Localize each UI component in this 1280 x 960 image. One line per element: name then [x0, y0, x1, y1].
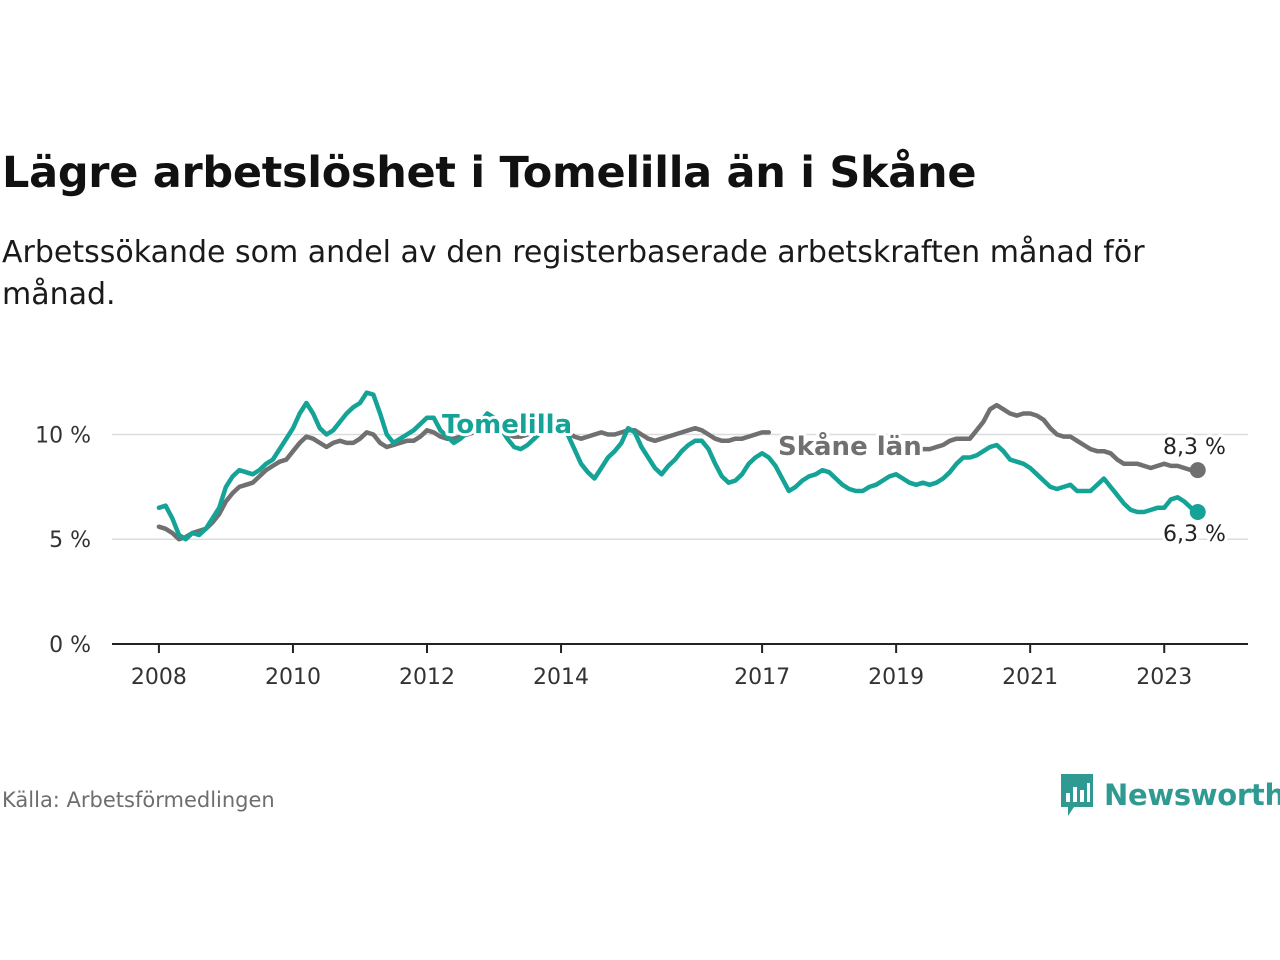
- newsworthy-logo: Newsworthy: [1058, 772, 1280, 818]
- x-tick-label: 2021: [1002, 665, 1058, 690]
- series-labels: Tomelilla Skåne län 8,3 % 6,3 %: [439, 407, 1229, 550]
- newsworthy-logo-icon: [1061, 774, 1093, 816]
- newsworthy-logo-text: Newsworthy: [1104, 778, 1280, 812]
- y-tick-label: 0 %: [49, 633, 91, 658]
- tomelilla-series-label: Tomelilla: [442, 410, 572, 440]
- tomelilla-end-marker: [1189, 504, 1206, 520]
- y-tick-label: 10 %: [35, 423, 91, 448]
- skane-end-value-label: 8,3 %: [1163, 435, 1226, 460]
- skane-end-marker: [1189, 462, 1206, 479]
- source-note: Källa: Arbetsförmedlingen: [2, 788, 275, 812]
- x-tick-label: 2019: [868, 665, 924, 690]
- x-tick-label: 2012: [399, 665, 455, 690]
- series-lines: [156, 390, 1206, 542]
- x-tick-label: 2008: [131, 665, 187, 690]
- tomelilla-line: [156, 390, 1200, 542]
- x-tick-label: 2017: [734, 665, 790, 690]
- x-tick-label: 2010: [265, 665, 321, 690]
- tomelilla-end-value-label: 6,3 %: [1163, 522, 1226, 547]
- x-axis-ticks: 2008 2010 2012 2014 2017 2019 2021 2023: [131, 644, 1192, 690]
- skane-line: [156, 425, 772, 542]
- chart-title: Lägre arbetslöshet i Tomelilla än i Skån…: [2, 148, 977, 198]
- x-tick-label: 2023: [1136, 665, 1192, 690]
- chart-subtitle: Arbetssökande som andel av den registerb…: [2, 235, 1145, 312]
- skane-line-tail: [913, 402, 1200, 473]
- x-tick-label: 2014: [533, 665, 589, 690]
- y-tick-label: 5 %: [49, 528, 91, 553]
- skane-series-label: Skåne län: [778, 430, 922, 462]
- y-axis-ticks: 0 % 5 % 10 %: [35, 423, 91, 658]
- line-chart: 0 %5 %10 % 2008 2010 2012 2014 2017 2019 2021 2…: [35, 390, 1248, 690]
